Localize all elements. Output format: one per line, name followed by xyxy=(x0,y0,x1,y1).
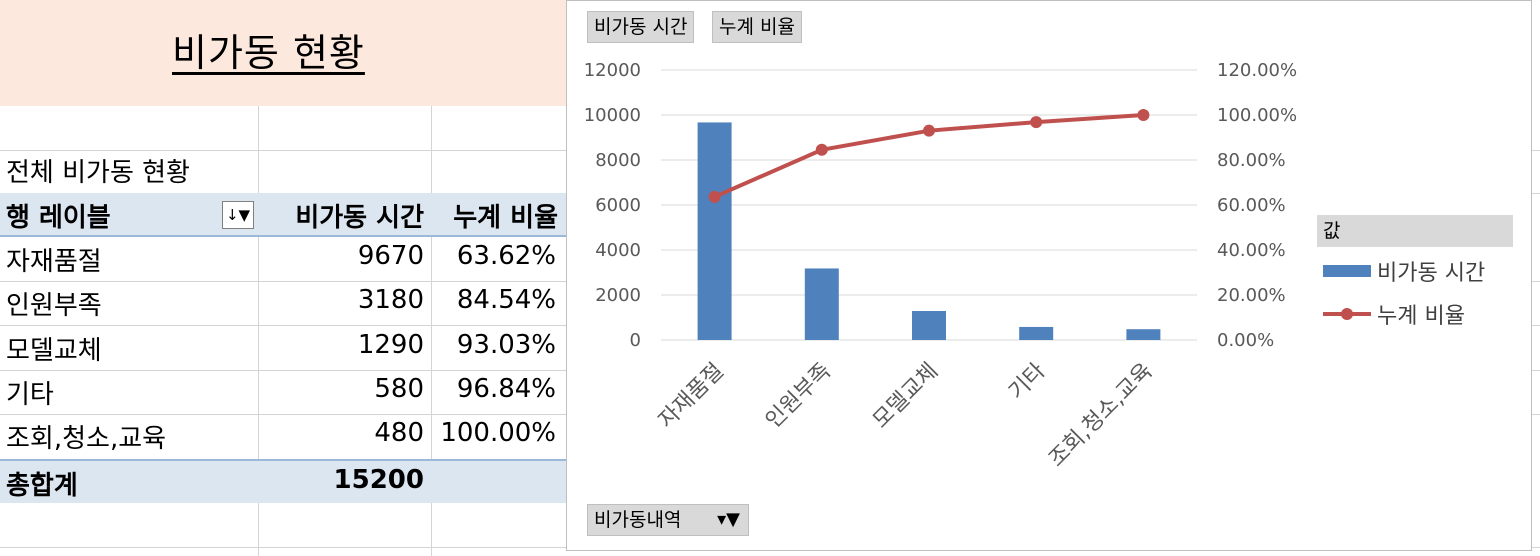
total-time: 15200 xyxy=(333,465,424,495)
legend-bar-swatch-icon xyxy=(1323,265,1371,277)
x-category-label: 조회,청소,교육 xyxy=(1044,359,1157,472)
row-cumulative: 63.62% xyxy=(456,241,556,271)
pivot-header-row: 행 레이블 ↓▼ 비가동 시간 누계 비율 xyxy=(0,193,566,237)
y-right-tick-label: 100.00% xyxy=(1217,105,1297,126)
row-cumulative: 96.84% xyxy=(456,374,556,404)
pivot-row[interactable]: 조회,청소,교육 480 100.00% xyxy=(0,414,566,458)
total-label: 총합계 xyxy=(6,471,78,501)
row-time: 480 xyxy=(374,418,424,448)
sheet-title-band: 비가동 현황 xyxy=(0,0,566,106)
line-point xyxy=(815,143,828,156)
pivot-chart[interactable]: 0 0.00% 2000 20.00% 4000 40.00% 6000 60.00% 8000… xyxy=(566,0,1532,551)
chart-plot: 0 0.00% 2000 20.00% 4000 40.00% 6000 60.00% 8000… xyxy=(584,60,1297,472)
x-category-label: 인원부족 xyxy=(761,359,836,434)
y-right-tick-label: 80.00% xyxy=(1217,150,1286,171)
axis-field-button[interactable]: 비가동내역 ▾▼ xyxy=(587,504,749,536)
bar xyxy=(804,268,839,340)
axis-field-label: 비가동내역 xyxy=(594,509,682,531)
line-point xyxy=(923,124,935,137)
row-label-header[interactable]: 행 레이블 xyxy=(6,203,111,233)
filter-dropdown-icon[interactable]: ▾▼ xyxy=(717,509,740,530)
pivot-row[interactable]: 자재품절 9670 63.62% xyxy=(0,237,566,281)
line-point xyxy=(708,190,721,203)
pivot-row[interactable]: 인원부족 3180 84.54% xyxy=(0,281,566,325)
row-cumulative: 84.54% xyxy=(456,285,556,315)
legend-marker-icon xyxy=(1341,308,1353,320)
y-right-tick-label: 0.00% xyxy=(1217,330,1274,351)
value-field-button-time[interactable]: 비가동 시간 xyxy=(587,11,695,43)
x-category-label: 기타 xyxy=(1004,359,1050,405)
bar xyxy=(1019,326,1054,340)
row-time: 3180 xyxy=(357,285,424,315)
row-cumulative: 100.00% xyxy=(440,418,556,448)
pivot-row[interactable]: 기타 580 96.84% xyxy=(0,370,566,414)
value-field-button-cumulative[interactable]: 누계 비율 xyxy=(712,11,802,43)
bar xyxy=(1126,329,1161,340)
pivot-total-row[interactable]: 총합계 15200 xyxy=(0,459,566,503)
y-left-tick-label: 12000 xyxy=(584,60,641,81)
y-left-tick-label: 4000 xyxy=(595,240,641,261)
y-left-tick-label: 8000 xyxy=(595,150,641,171)
row-label: 자재품절 xyxy=(6,247,102,277)
legend-label: 비가동 시간 xyxy=(1377,261,1486,286)
y-right-tick-label: 60.00% xyxy=(1217,195,1286,216)
row-time: 9670 xyxy=(357,241,424,271)
y-right-tick-label: 20.00% xyxy=(1217,285,1286,306)
line-point xyxy=(1030,116,1043,129)
filter-sort-icon[interactable]: ↓▼ xyxy=(222,201,254,229)
x-category-label: 자재품절 xyxy=(654,359,729,434)
y-left-tick-label: 2000 xyxy=(595,285,641,306)
y-right-tick-label: 120.00% xyxy=(1217,60,1297,81)
sheet-title: 비가동 현황 xyxy=(172,31,365,75)
bar xyxy=(912,310,946,340)
row-time: 580 xyxy=(374,374,424,404)
col-header-cumulative[interactable]: 누계 비율 xyxy=(453,203,558,233)
y-right-tick-label: 40.00% xyxy=(1217,240,1286,261)
row-time: 1290 xyxy=(357,330,424,360)
legend-label: 누계 비율 xyxy=(1377,304,1465,329)
line-point xyxy=(1137,109,1150,121)
y-left-tick-label: 10000 xyxy=(584,105,641,126)
y-left-tick-label: 6000 xyxy=(595,195,641,216)
col-header-time[interactable]: 비가동 시간 xyxy=(295,203,424,233)
row-cumulative: 93.03% xyxy=(456,330,556,360)
row-label: 기타 xyxy=(6,380,54,410)
x-category-label: 모델교체 xyxy=(868,359,943,434)
row-label: 인원부족 xyxy=(6,291,102,321)
legend-header[interactable]: 값 xyxy=(1317,215,1513,247)
row-label: 조회,청소,교육 xyxy=(6,424,167,454)
pivot-row[interactable]: 모델교체 1290 93.03% xyxy=(0,326,566,370)
pivot-caption[interactable]: 전체 비가동 현황 xyxy=(6,158,190,188)
y-left-tick-label: 0 xyxy=(630,330,641,351)
row-label: 모델교체 xyxy=(6,336,102,366)
bar xyxy=(697,122,732,340)
